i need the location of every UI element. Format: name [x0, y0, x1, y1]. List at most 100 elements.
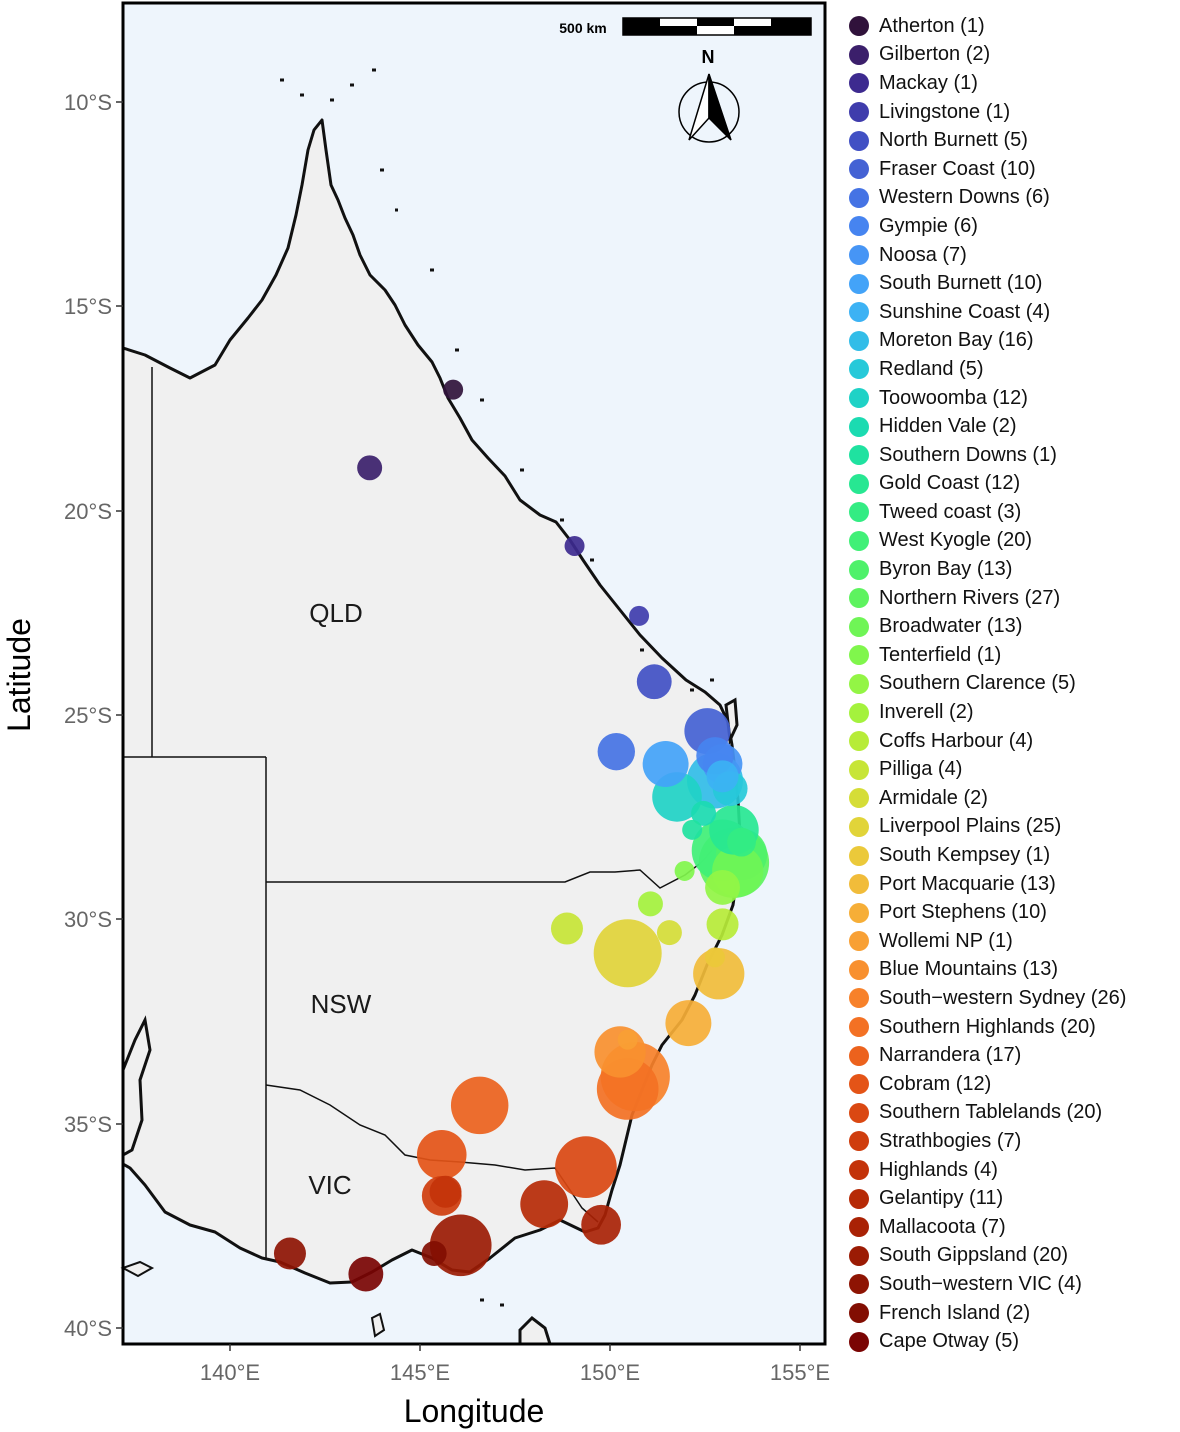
legend-item: Fraser Coast (10) [846, 155, 1180, 184]
legend-swatch [849, 388, 869, 409]
site-point [564, 535, 585, 556]
y-tick-label: 40°S [64, 1316, 112, 1341]
kangaroo-island [120, 1260, 155, 1278]
site-point [691, 800, 717, 826]
legend-item: Tenterfield (1) [846, 641, 1180, 670]
site-points-layer [273, 379, 770, 1292]
legend-swatch [849, 416, 869, 437]
legend-swatch [849, 645, 869, 666]
reef-islands [280, 68, 714, 1307]
legend-item: Southern Downs (1) [846, 441, 1180, 470]
legend-label: Highlands (4) [879, 1158, 998, 1181]
legend-item: South−western VIC (4) [846, 1270, 1180, 1299]
x-tick-label: 150°E [580, 1360, 640, 1385]
legend-item: West Kyogle (20) [846, 527, 1180, 556]
king-island [370, 1312, 386, 1338]
legend-label: Mallacoota (7) [879, 1215, 1006, 1238]
legend-label: Fraser Coast (10) [879, 157, 1036, 180]
state-label-vic: VIC [308, 1170, 351, 1200]
legend-swatch [849, 187, 869, 208]
legend-label: Narrandera (17) [879, 1044, 1022, 1067]
legend-label: Noosa (7) [879, 243, 967, 266]
legend-swatch [849, 988, 869, 1009]
legend-label: Southern Clarence (5) [879, 672, 1076, 695]
y-tick-label: 15°S [64, 294, 112, 319]
legend-label: Armidale (2) [879, 786, 988, 809]
legend-label: Tweed coast (3) [879, 500, 1022, 523]
x-axis: 140°E 145°E 150°E 155°E [200, 1344, 830, 1385]
legend-swatch [849, 588, 869, 609]
legend-label: South Kempsey (1) [879, 844, 1051, 867]
legend-item: Broadwater (13) [846, 612, 1180, 641]
legend-swatch [849, 959, 869, 980]
y-axis-title: Latitude [1, 618, 37, 732]
legend-label: Cobram (12) [879, 1072, 992, 1095]
legend-label: North Burnett (5) [879, 129, 1028, 152]
legend-label: South−western VIC (4) [879, 1272, 1082, 1295]
legend-swatch [849, 702, 869, 723]
state-label-qld: QLD [309, 598, 362, 628]
legend-swatch [849, 159, 869, 180]
legend-item: Mallacoota (7) [846, 1213, 1180, 1242]
legend-item: Blue Mountains (13) [846, 956, 1180, 985]
legend-label: Gympie (6) [879, 214, 978, 237]
legend-item: Livingstone (1) [846, 98, 1180, 127]
site-point [637, 891, 663, 917]
legend-swatch [849, 359, 869, 380]
scale-bar-segment [697, 18, 734, 26]
legend-item: Cobram (12) [846, 1070, 1180, 1099]
scale-bar-segment [660, 26, 697, 35]
site-point [581, 1204, 621, 1245]
legend-swatch [849, 1102, 869, 1123]
legend-label: Strathbogies (7) [879, 1129, 1022, 1152]
legend-label: Pilliga (4) [879, 758, 963, 781]
legend-label: South−western Sydney (26) [879, 986, 1127, 1009]
legend-label: Byron Bay (13) [879, 558, 1013, 581]
legend-item: Liverpool Plains (25) [846, 813, 1180, 842]
legend-item: Atherton (1) [846, 12, 1180, 41]
legend-item: Tweed coast (3) [846, 498, 1180, 527]
legend-swatch [849, 445, 869, 466]
legend-swatch [849, 845, 869, 866]
legend-item: North Burnett (5) [846, 126, 1180, 155]
legend-item: Coffs Harbour (4) [846, 727, 1180, 756]
legend-swatch [849, 874, 869, 895]
legend-label: Livingstone (1) [879, 100, 1011, 123]
legend-label: Hidden Vale (2) [879, 415, 1017, 438]
site-point [550, 912, 583, 945]
legend: Atherton (1) Gilberton (2) Mackay (1) Livin… [846, 12, 1180, 1356]
legend-item: Gold Coast (12) [846, 470, 1180, 499]
legend-swatch [849, 245, 869, 266]
legend-item: Hidden Vale (2) [846, 412, 1180, 441]
site-point [555, 1136, 617, 1198]
legend-swatch [849, 616, 869, 637]
site-point [656, 920, 682, 946]
legend-label: Gilberton (2) [879, 43, 991, 66]
scale-bar-segment [771, 18, 811, 35]
site-point [348, 1256, 384, 1292]
legend-item: Southern Clarence (5) [846, 670, 1180, 699]
y-axis: 10°S 15°S 20°S 25°S 30°S 35°S 40°S [64, 90, 123, 1341]
legend-item: Southern Highlands (20) [846, 1013, 1180, 1042]
legend-swatch [849, 1160, 869, 1181]
legend-label: Redland (5) [879, 357, 984, 380]
legend-swatch [849, 330, 869, 351]
north-arrow: N [678, 47, 740, 143]
legend-item: Pilliga (4) [846, 755, 1180, 784]
y-tick-label: 10°S [64, 90, 112, 115]
legend-swatch [849, 216, 869, 237]
legend-label: Inverell (2) [879, 701, 974, 724]
legend-swatch [849, 1045, 869, 1066]
legend-label: Mackay (1) [879, 71, 978, 94]
legend-swatch [849, 816, 869, 837]
legend-swatch [849, 1274, 869, 1295]
legend-item: Noosa (7) [846, 241, 1180, 270]
site-point [597, 732, 635, 771]
site-point [674, 860, 695, 881]
legend-swatch [849, 902, 869, 923]
scale-bar: 500 km [559, 17, 812, 36]
y-tick-label: 25°S [64, 703, 112, 728]
site-point [642, 741, 689, 787]
legend-item: Port Stephens (10) [846, 898, 1180, 927]
map-panel-border [121, 1, 827, 1346]
